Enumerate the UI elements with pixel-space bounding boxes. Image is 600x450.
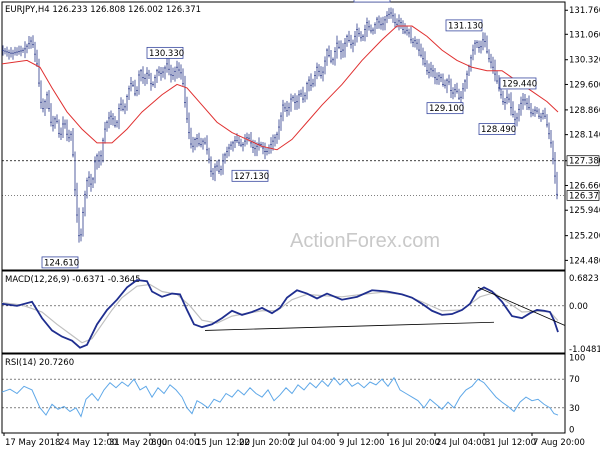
x-tick-label: 31 Jul 12:00 — [485, 438, 536, 448]
price-annotation-box — [41, 256, 79, 269]
rsi-tick-label: 70 — [569, 375, 580, 385]
x-tick-label: 16 Jul 20:00 — [389, 438, 440, 448]
price-tick-label: 131.060 — [569, 30, 600, 40]
x-tick-label: 2 Jul 04:00 — [290, 438, 336, 448]
price-annotation-label: 128.490 — [481, 125, 516, 135]
price-tick-label: 125.940 — [569, 206, 600, 216]
watermark: ActionForex.com — [290, 230, 440, 252]
macd-tick-label: -1.0481 — [569, 345, 600, 355]
panel-frame — [1, 353, 566, 434]
x-tick-label: 17 May 2018 — [5, 438, 60, 448]
panel-frames — [1, 1, 566, 434]
last-price-tag: 126.371 — [569, 191, 600, 201]
macd-line — [1, 279, 559, 349]
panel-frame — [1, 1, 566, 271]
macd-tick-label: 0.6823 — [569, 274, 599, 284]
x-tick-label: 22 Jun 20:00 — [239, 438, 293, 448]
price-tick-label: 128.860 — [569, 106, 600, 116]
x-tick-label: 9 Jul 12:00 — [339, 438, 385, 448]
moving-average-line — [1, 25, 559, 151]
reference-price-tag-box — [566, 155, 600, 167]
price-tick-label: 125.200 — [569, 232, 600, 242]
rsi-title: RSI(14) 20.7260 — [5, 358, 74, 368]
price-tick-label: 129.600 — [569, 80, 600, 90]
rsi-tick-label: 30 — [569, 404, 580, 414]
panel-frame — [1, 270, 566, 354]
price-annotation-label: 129.100 — [429, 104, 464, 114]
price-tick-label: 130.320 — [569, 56, 600, 66]
price-annotation-box — [426, 102, 464, 115]
price-tick-label: 128.140 — [569, 131, 600, 141]
macd-title: MACD(12,26,9) -0.6371 -0.3645 — [5, 275, 141, 285]
price-annotation-label: 131.970 — [356, 0, 391, 3]
x-tick-label: 31 May 20:00 — [109, 438, 167, 448]
price-annotation-box — [478, 123, 516, 135]
x-tick-label: 24 May 12:00 — [59, 438, 117, 448]
price-annotation-box — [499, 77, 537, 90]
rsi-tick-label: 100 — [569, 354, 585, 364]
price-title: EURJPY,H4 126.233 126.808 126.002 126.37… — [5, 5, 201, 15]
x-tick-label: 24 Jul 04:00 — [436, 438, 487, 448]
price-annotation-label: 131.130 — [448, 21, 483, 31]
price-annotation-box — [231, 169, 269, 182]
price-annotation-label: 124.610 — [44, 258, 79, 268]
x-tick-label: 8 Jun 04:00 — [151, 438, 200, 448]
macd-tick-label: 0.00 — [569, 302, 588, 312]
last-price-tag-box — [566, 190, 600, 201]
rsi-line — [1, 376, 559, 418]
price-tick-label: 126.660 — [569, 181, 600, 191]
x-tick-label: 7 Aug 20:00 — [533, 438, 585, 448]
macd-resistance-trendline — [477, 287, 566, 326]
reference-price-tag: 127.380 — [569, 157, 600, 167]
price-annotation-label: 127.130 — [234, 172, 269, 182]
macd-signal-line — [1, 283, 559, 344]
macd-support-trendline — [204, 321, 495, 331]
price-annotation-box — [146, 46, 184, 59]
price-tick-label: 124.480 — [569, 256, 600, 266]
rsi-tick-label: 0 — [569, 425, 574, 435]
price-tick-label: 131.760 — [569, 6, 600, 16]
price-annotation-label: 130.330 — [149, 49, 184, 59]
x-tick-label: 15 Jun 12:00 — [196, 438, 250, 448]
price-annotation-label: 129.440 — [502, 79, 537, 89]
price-annotation-box — [445, 19, 483, 32]
price-annotation-box — [353, 0, 391, 3]
